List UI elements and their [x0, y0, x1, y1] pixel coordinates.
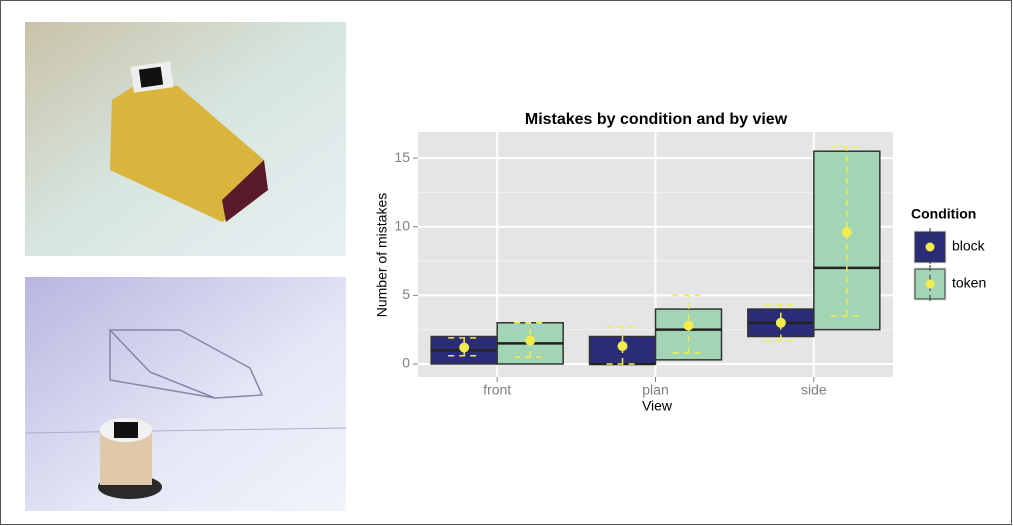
marker-code [114, 422, 138, 438]
photo-bg [25, 277, 346, 511]
wood-block [110, 82, 268, 222]
mean-point [617, 341, 628, 352]
outline-drawing [109, 328, 264, 399]
legend-key-point [925, 279, 935, 289]
chart-title: Mistakes by condition and by view [525, 111, 788, 128]
y-axis-title: Number of mistakes [374, 193, 390, 317]
photo-token [24, 277, 347, 511]
x-tick-label: front [483, 382, 511, 398]
mean-point [683, 320, 694, 331]
legend-title: Condition [911, 206, 976, 222]
legend-label: token [952, 275, 986, 291]
marker-code [138, 66, 164, 88]
y-tick-label: 0 [402, 355, 410, 371]
x-tick-label: side [801, 382, 827, 398]
y-tick-label: 5 [402, 286, 410, 302]
y-tick-label: 10 [394, 217, 410, 233]
x-axis-title: View [642, 398, 673, 414]
wood-end [222, 160, 268, 222]
paper-edge [24, 427, 347, 434]
legend-key-point [925, 242, 935, 252]
y-tick-label: 15 [394, 149, 410, 165]
x-tick-label: plan [642, 382, 668, 398]
legend-label: block [952, 238, 986, 254]
mean-point [841, 227, 852, 238]
photo-block [25, 22, 346, 256]
mean-point [459, 342, 470, 353]
mean-point [775, 317, 786, 328]
mean-point [525, 335, 536, 346]
